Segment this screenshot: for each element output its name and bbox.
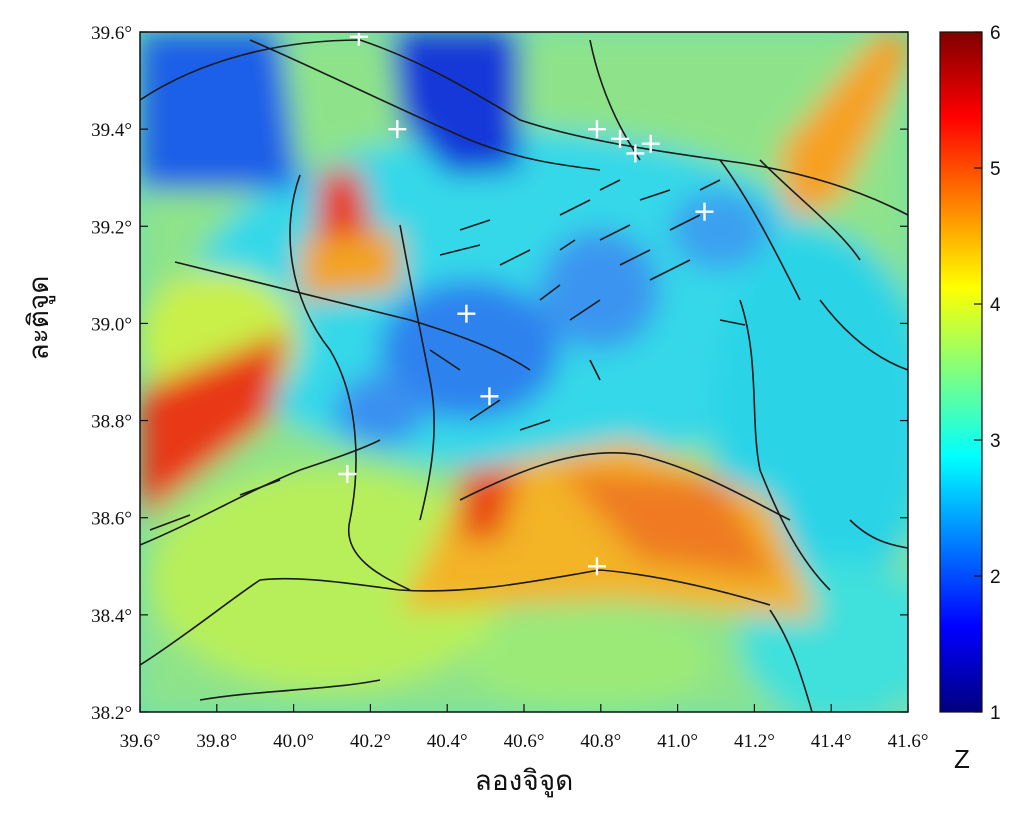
y-tick-label: 38.6° — [91, 509, 132, 530]
station-marker — [695, 202, 714, 221]
y-tick-label: 39.6° — [91, 23, 132, 44]
colorbar-tick-label: 1 — [990, 703, 1001, 724]
x-axis-title: ลองจิจูด — [475, 764, 574, 798]
station-marker — [349, 32, 368, 46]
station-marker — [388, 120, 407, 139]
y-tick-label: 38.2° — [91, 703, 132, 724]
colorbar-tick-label: 5 — [990, 159, 1001, 180]
colorbar: 1 2 3 4 5 6 Z — [939, 23, 1001, 774]
x-tick-label: 40.6° — [504, 731, 545, 752]
colorbar-tick-label: 2 — [990, 567, 1001, 588]
x-tick-label: 40.2° — [350, 731, 391, 752]
colorbar-title: Z — [954, 744, 970, 774]
x-tick-label: 40.4° — [427, 731, 468, 752]
y-axis-ticks: 38.2° 38.4° 38.6° 38.8° 39.0° 39.2° 39.4° 39.6° — [91, 23, 908, 724]
x-tick-label: 41.0° — [657, 731, 698, 752]
station-markers — [338, 32, 714, 576]
station-marker — [587, 557, 606, 576]
y-tick-label: 38.4° — [91, 606, 132, 627]
fault-lines — [140, 39, 908, 712]
y-tick-label: 39.2° — [91, 217, 132, 238]
z-value-field — [140, 32, 908, 712]
station-marker — [457, 304, 476, 323]
x-tick-label: 40.8° — [580, 731, 621, 752]
y-axis-title: ละติจูด — [22, 276, 56, 361]
x-tick-label: 39.6° — [120, 731, 161, 752]
y-tick-label: 38.8° — [91, 412, 132, 433]
colorbar-tick-label: 6 — [990, 23, 1001, 44]
colorbar-gradient — [940, 32, 982, 712]
station-marker — [641, 134, 660, 153]
x-tick-label: 41.2° — [734, 731, 775, 752]
x-tick-label: 39.8° — [196, 731, 237, 752]
colorbar-ticks: 1 2 3 4 5 6 — [974, 23, 1001, 724]
colorbar-tick-label: 4 — [990, 295, 1001, 316]
x-tick-label: 41.6° — [888, 731, 929, 752]
colorbar-tick-label: 3 — [990, 431, 1001, 452]
station-marker — [587, 120, 606, 139]
map-plot-area — [140, 32, 908, 712]
colorbar-frame — [939, 31, 983, 713]
y-tick-label: 39.0° — [91, 314, 132, 335]
x-tick-label: 40.0° — [273, 731, 314, 752]
station-marker — [338, 465, 357, 483]
x-axis-ticks: 39.6° 39.8° 40.0° 40.2° 40.4° 40.6° 40.8° 41.0°… — [120, 704, 929, 752]
y-tick-label: 39.4° — [91, 120, 132, 141]
x-tick-label: 41.4° — [811, 731, 852, 752]
station-marker — [480, 387, 499, 406]
station-marker — [611, 129, 629, 148]
station-marker — [626, 144, 645, 163]
